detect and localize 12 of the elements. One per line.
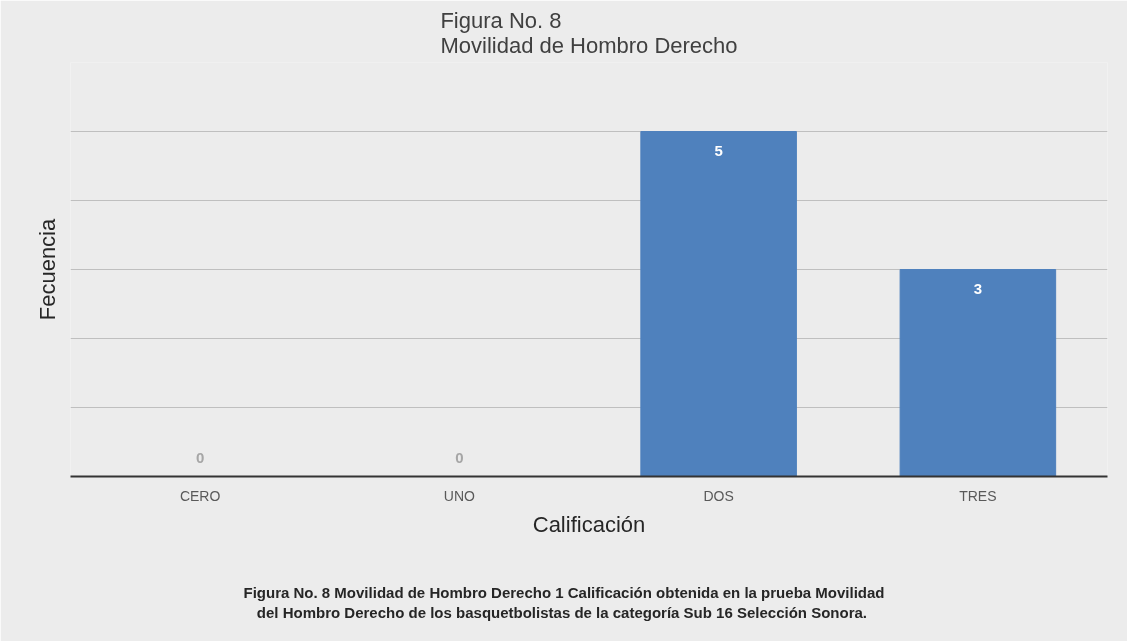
x-tick-label: DOS <box>703 487 734 504</box>
x-tick-label: CERO <box>179 487 221 504</box>
x-tick-label: TRES <box>959 487 997 504</box>
x-tick-label: UNO <box>443 487 476 504</box>
text: Figura No. 8 Movilidad de Hombro Derecho 1 Calificación obtenida en la prueba Movilidad del Hombro Derecho de los basquetbolistas de la categoría Sub 16 Selección Sonora. <box>243 584 885 622</box>
data-label: 5 <box>714 141 723 159</box>
data-label: 0 <box>455 448 464 466</box>
y-axis-title: Fecuencia <box>34 217 60 321</box>
chart-title: Figura No. 8 Movilidad de Hombro Derecho <box>440 7 738 58</box>
x-axis-title: Calificación <box>532 511 646 537</box>
data-label: 3 <box>973 279 983 297</box>
data-label: 0 <box>195 448 205 466</box>
